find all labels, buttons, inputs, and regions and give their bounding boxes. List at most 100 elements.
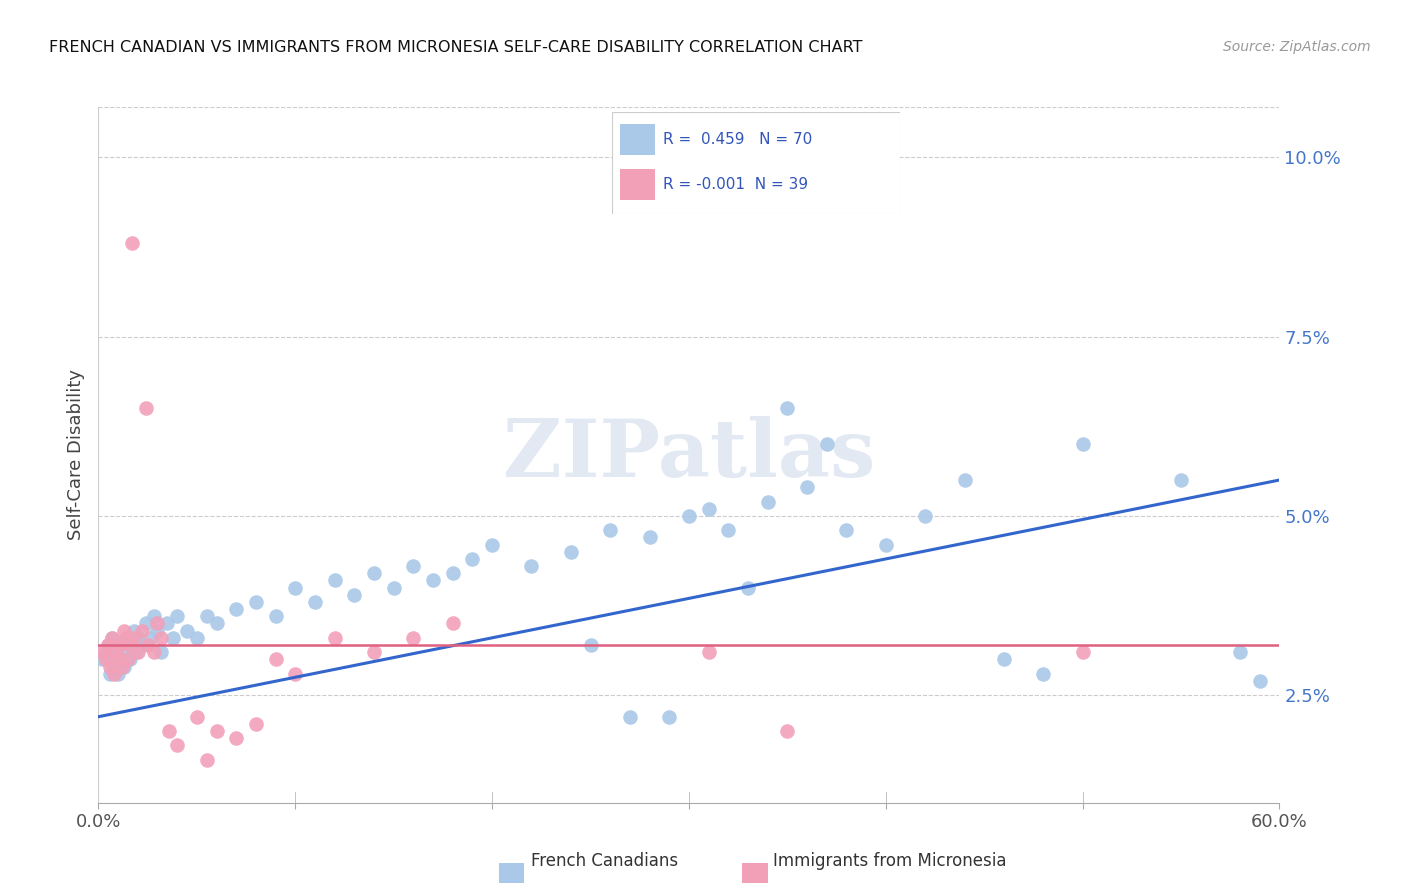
Point <box>105 645 128 659</box>
Point <box>638 530 661 544</box>
Point <box>112 659 135 673</box>
Point <box>363 566 385 581</box>
Point <box>97 638 120 652</box>
Point <box>103 666 125 681</box>
Point <box>146 616 169 631</box>
Point <box>131 638 153 652</box>
Point <box>156 616 179 631</box>
Point <box>481 538 503 552</box>
Point <box>111 652 134 666</box>
Point <box>135 401 157 416</box>
Point <box>422 574 444 588</box>
Point <box>245 595 267 609</box>
Point <box>323 631 346 645</box>
Point <box>91 645 114 659</box>
Point <box>284 581 307 595</box>
Point <box>441 616 464 631</box>
Point <box>560 545 582 559</box>
Point <box>103 659 125 673</box>
Point <box>101 631 124 645</box>
Point <box>875 538 897 552</box>
Point <box>111 659 134 673</box>
FancyBboxPatch shape <box>742 863 768 883</box>
Point <box>108 638 131 652</box>
Point <box>697 501 720 516</box>
Point <box>125 645 148 659</box>
Point <box>157 724 180 739</box>
Text: R = -0.001  N = 39: R = -0.001 N = 39 <box>664 177 808 192</box>
Point <box>1071 437 1094 451</box>
Point <box>225 731 247 746</box>
Point <box>112 624 135 638</box>
Point <box>118 638 141 652</box>
Point <box>304 595 326 609</box>
Point <box>461 552 484 566</box>
Point <box>678 508 700 523</box>
Point <box>98 659 121 673</box>
Point <box>382 581 405 595</box>
Point <box>323 574 346 588</box>
Point <box>264 609 287 624</box>
Point <box>150 645 173 659</box>
Point <box>1249 673 1271 688</box>
Point <box>136 638 159 652</box>
Point <box>1071 645 1094 659</box>
Y-axis label: Self-Care Disability: Self-Care Disability <box>67 369 86 541</box>
Point <box>127 631 149 645</box>
Point <box>131 624 153 638</box>
Point <box>520 559 543 574</box>
Point <box>776 724 799 739</box>
Point <box>135 616 157 631</box>
Point <box>121 236 143 251</box>
Point <box>115 631 138 645</box>
Point <box>402 559 425 574</box>
Point <box>127 645 149 659</box>
Point <box>107 666 129 681</box>
Point <box>717 523 740 537</box>
Point <box>166 739 188 753</box>
Point <box>195 609 218 624</box>
Point <box>599 523 621 537</box>
Point <box>117 652 139 666</box>
Point <box>205 724 228 739</box>
Point <box>122 631 145 645</box>
Point <box>122 624 145 638</box>
Point <box>121 638 143 652</box>
Point <box>776 401 799 416</box>
FancyBboxPatch shape <box>499 863 524 883</box>
Text: R =  0.459   N = 70: R = 0.459 N = 70 <box>664 132 813 146</box>
Point <box>107 652 129 666</box>
Point <box>162 631 184 645</box>
Point <box>363 645 385 659</box>
Point <box>195 753 218 767</box>
Point <box>101 631 124 645</box>
Point <box>1170 473 1192 487</box>
Point <box>1229 645 1251 659</box>
FancyBboxPatch shape <box>620 169 655 200</box>
Point <box>796 480 818 494</box>
Point <box>914 508 936 523</box>
Point <box>118 652 141 666</box>
Text: FRENCH CANADIAN VS IMMIGRANTS FROM MICRONESIA SELF-CARE DISABILITY CORRELATION C: FRENCH CANADIAN VS IMMIGRANTS FROM MICRO… <box>49 40 863 55</box>
Point <box>1032 666 1054 681</box>
Point <box>142 609 165 624</box>
Point <box>225 602 247 616</box>
Point <box>343 588 366 602</box>
Point <box>579 638 602 652</box>
Point <box>186 710 208 724</box>
Point <box>697 645 720 659</box>
Text: ZIPatlas: ZIPatlas <box>503 416 875 494</box>
Point <box>97 638 120 652</box>
Point <box>993 652 1015 666</box>
Point <box>91 652 114 666</box>
Point <box>105 645 128 659</box>
Point <box>117 645 139 659</box>
Point <box>658 710 681 724</box>
Point <box>108 638 131 652</box>
Point <box>138 631 160 645</box>
Point <box>737 581 759 595</box>
Text: Source: ZipAtlas.com: Source: ZipAtlas.com <box>1223 40 1371 54</box>
Point <box>245 717 267 731</box>
Point <box>815 437 838 451</box>
Point <box>96 645 118 659</box>
